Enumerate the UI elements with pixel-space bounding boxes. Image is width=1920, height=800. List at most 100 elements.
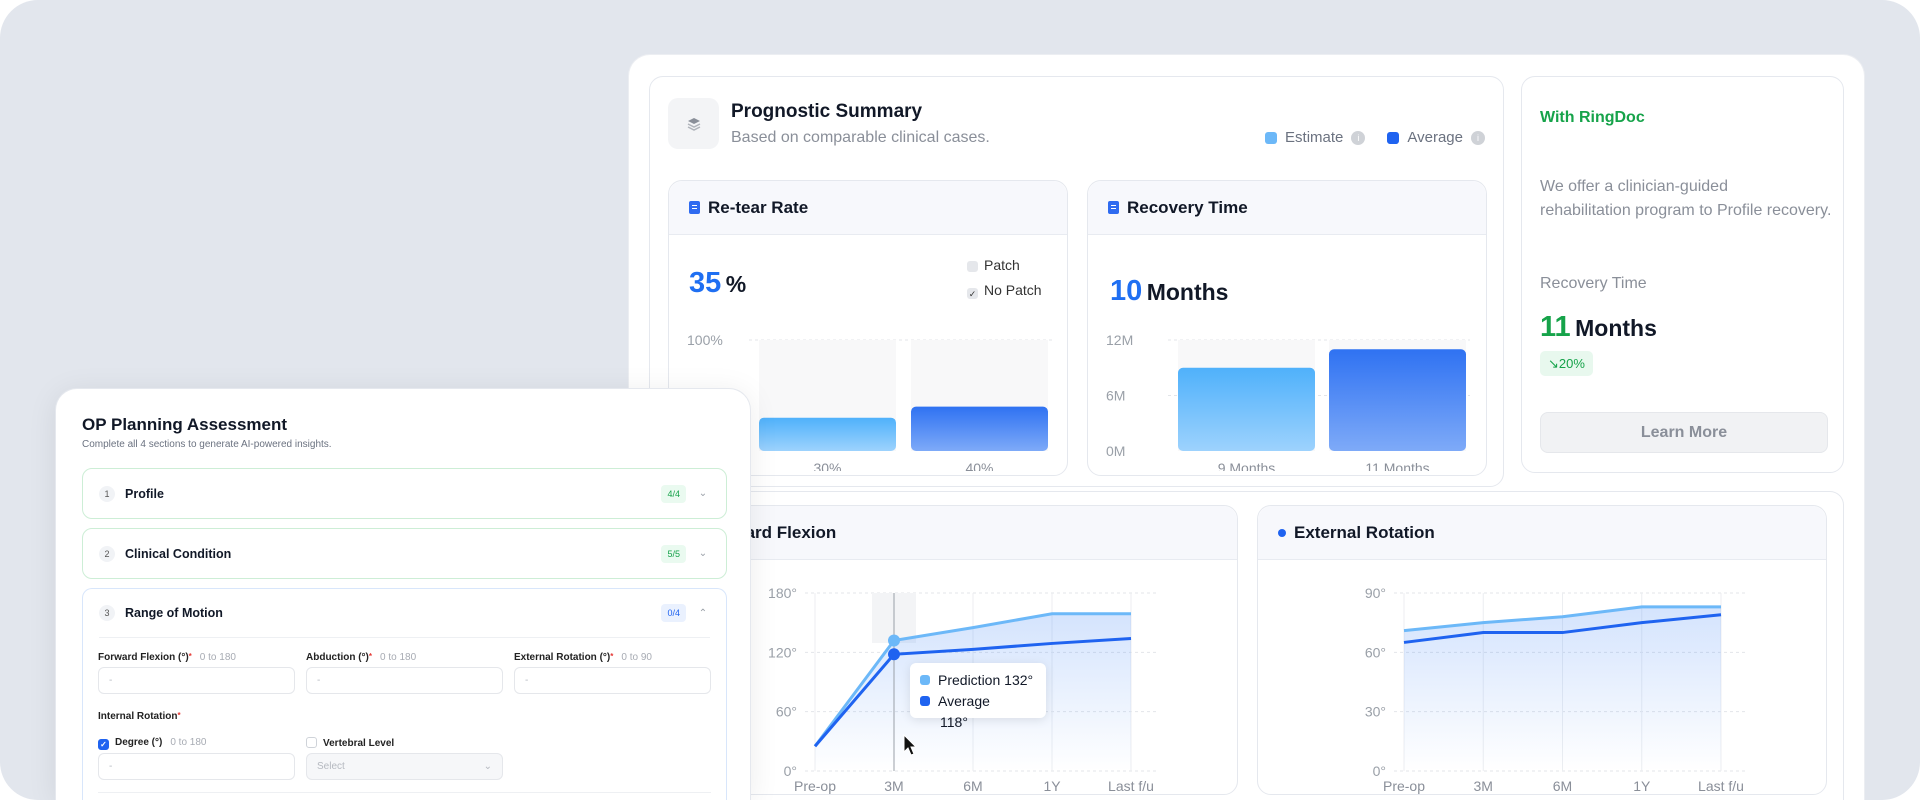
- y-tick-label: 100%: [687, 332, 723, 348]
- vertebral-level-option[interactable]: Vertebral Level: [306, 737, 394, 749]
- x-tick-label: 6M: [963, 778, 982, 794]
- summary-subtitle: Based on comparable clinical cases.: [731, 129, 990, 146]
- checkbox[interactable]: [967, 261, 978, 272]
- series-line: [1403, 613, 1722, 644]
- x-tick-label: 3M: [884, 778, 903, 794]
- hover-point: [888, 648, 900, 661]
- y-tick-label: 0M: [1106, 443, 1125, 459]
- patch-option[interactable]: Patch: [967, 253, 1042, 278]
- forward-flexion-input[interactable]: -: [98, 667, 295, 694]
- abduction-label: Abduction (°)* 0 to 180: [306, 652, 417, 663]
- y-tick-label: 12M: [1106, 332, 1133, 348]
- retear-value: 35: [689, 267, 722, 299]
- checkbox-checked[interactable]: ✓: [98, 739, 109, 750]
- y-tick-label: 0°: [1373, 763, 1386, 779]
- learn-more-button[interactable]: Learn More: [1540, 412, 1828, 453]
- x-tick-label: Last f/u: [1108, 778, 1154, 794]
- y-tick-label: 0°: [784, 763, 797, 779]
- clipboard-icon: [689, 201, 700, 214]
- checkbox-checked[interactable]: ✓: [967, 288, 978, 299]
- ringdoc-description: We offer a clinician-guided rehabilitatio…: [1540, 178, 1832, 219]
- y-tick-label: 90°: [1365, 585, 1386, 601]
- y-tick-label: 6M: [1106, 388, 1125, 404]
- recovery-value: 10: [1110, 275, 1143, 307]
- external-rotation-card: External Rotation 90° 60° 30° 0° Pre-op 3M 6M 1…: [1257, 505, 1827, 795]
- chevron-down-icon: ⌄: [483, 761, 492, 772]
- chevron-down-icon[interactable]: ⌄: [698, 488, 708, 499]
- section-clinical-condition[interactable]: 2 Clinical Condition 5/5 ⌄: [82, 528, 727, 579]
- dashboard-panel: Prognostic Summary Based on comparable c…: [628, 54, 1865, 800]
- series-line: [813, 636, 1132, 748]
- chevron-up-icon[interactable]: ⌃: [698, 607, 708, 619]
- ringdoc-card: With RingDoc We offer a clinician-guided…: [1521, 76, 1844, 473]
- info-icon[interactable]: i: [1471, 130, 1485, 145]
- series-line: [813, 612, 1131, 748]
- layers-icon: [668, 98, 719, 149]
- legend-average: Average: [1407, 129, 1463, 146]
- op-subtitle: Complete all 4 sections to generate AI-p…: [82, 439, 332, 450]
- x-tick-label: 1Y: [1633, 778, 1651, 794]
- legend-estimate: Estimate: [1285, 129, 1344, 146]
- patch-options: Patch ✓ No Patch: [967, 253, 1042, 303]
- chevron-down-icon[interactable]: ⌄: [698, 548, 708, 559]
- bar: [911, 406, 1048, 451]
- no-patch-option[interactable]: ✓ No Patch: [967, 282, 1042, 299]
- x-tick-label: Pre-op: [1383, 778, 1425, 794]
- y-tick-label: 60°: [1365, 644, 1386, 660]
- external-rotation-input[interactable]: -: [514, 667, 711, 694]
- external-rotation-label: External Rotation (°)* 0 to 90: [514, 652, 652, 663]
- x-tick-label: 9 Months: [1218, 460, 1276, 471]
- x-tick-label: 30%: [813, 460, 841, 471]
- retear-chart: 100%50%30%40%: [687, 332, 1052, 471]
- abduction-input[interactable]: -: [306, 667, 503, 694]
- checkbox[interactable]: [306, 737, 317, 748]
- ringdoc-unit: Months: [1575, 315, 1657, 341]
- dot-icon: [1278, 528, 1286, 537]
- average-swatch: [1387, 131, 1400, 144]
- x-tick-label: 3M: [1474, 778, 1493, 794]
- recovery-unit: Months: [1146, 279, 1229, 305]
- op-title: OP Planning Assessment: [82, 415, 288, 434]
- x-tick-label: Pre-op: [794, 778, 836, 794]
- retear-unit: %: [725, 271, 747, 297]
- recovery-card: Recovery Time 10 Months 12M 6M 0M 9 Months 1…: [1087, 180, 1487, 476]
- chart-tooltip: Prediction 132° Average 118°: [910, 663, 1046, 730]
- ringdoc-value: 11: [1540, 311, 1571, 343]
- x-tick-label: 1Y: [1043, 778, 1061, 794]
- y-tick-label: 180°: [768, 585, 797, 601]
- hover-point: [888, 634, 900, 647]
- bar: [1329, 349, 1466, 451]
- y-tick-label: 60°: [776, 704, 797, 720]
- forward-flexion-card: Forward Flexion 180° 120° 60° 0° Pre-op 3M 6M 1…: [668, 505, 1238, 795]
- x-tick-label: 6M: [1553, 778, 1572, 794]
- area-fill: [1404, 606, 1721, 771]
- recovery-title: Recovery Time: [1127, 197, 1248, 217]
- vertebral-level-select[interactable]: Select ⌄: [306, 753, 503, 780]
- x-tick-label: 40%: [965, 460, 993, 471]
- degree-input[interactable]: -: [98, 753, 295, 780]
- ringdoc-metric-label: Recovery Time: [1540, 275, 1647, 292]
- bar: [759, 417, 896, 451]
- divider: [98, 792, 711, 793]
- mouse-cursor-icon: [903, 734, 918, 756]
- y-tick-label: 30°: [1365, 704, 1386, 720]
- motion-panel: Forward Flexion 180° 120° 60° 0° Pre-op 3M 6M 1…: [649, 491, 1844, 800]
- prognostic-summary-card: Prognostic Summary Based on comparable c…: [649, 76, 1504, 487]
- summary-title: Prognostic Summary: [731, 101, 923, 122]
- x-tick-label: 11 Months: [1365, 460, 1429, 471]
- trend-down-icon: ↘: [1548, 356, 1559, 371]
- degree-option[interactable]: ✓ Degree (°) 0 to 180: [98, 737, 207, 750]
- bar: [1178, 367, 1315, 451]
- legend: Estimate i Average i: [1265, 129, 1485, 146]
- section-profile[interactable]: 1 Profile 4/4 ⌄: [82, 468, 727, 519]
- external-rotation-chart: 90° 60° 30° 0°Pre-op 3M 6M 1Y Last f/u: [1365, 585, 1746, 794]
- op-planning-card: OP Planning Assessment Complete all 4 se…: [55, 388, 751, 800]
- internal-rotation-label: Internal Rotation*: [98, 711, 181, 722]
- recovery-chart: 12M 6M 0M 9 Months 11 Months: [1106, 332, 1470, 471]
- info-icon[interactable]: i: [1351, 130, 1366, 145]
- change-badge: ↘20%: [1540, 351, 1593, 376]
- section-range-of-motion: 3 Range of Motion 0/4 ⌃ Forward Flexion (°)…: [82, 588, 727, 800]
- y-tick-label: 120°: [768, 644, 797, 660]
- forward-flexion-label: Forward Flexion (°)* 0 to 180: [98, 652, 236, 663]
